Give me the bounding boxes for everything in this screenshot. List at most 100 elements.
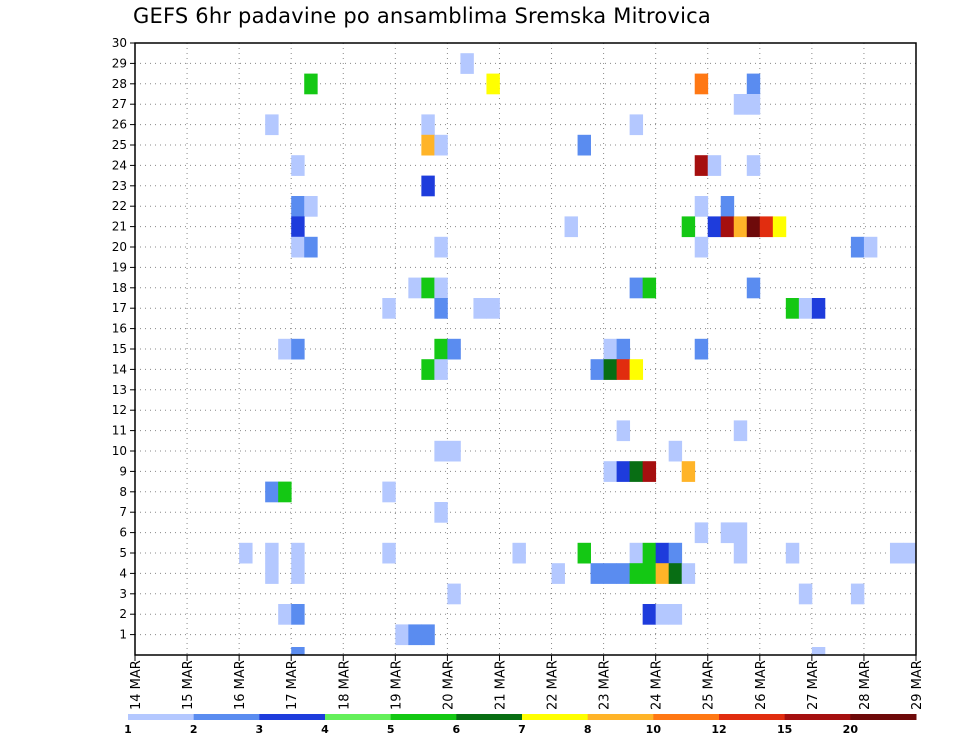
- colorbar-swatch: [390, 714, 457, 720]
- y-tick-label: 21: [112, 220, 127, 234]
- colorbar-tick-label: 7: [518, 723, 526, 736]
- heatmap-cell: [785, 542, 800, 564]
- y-tick-label: 1: [119, 628, 127, 642]
- heatmap-cell: [668, 563, 683, 584]
- heatmap-cell: [434, 236, 448, 258]
- colorbar-tick-label: 4: [321, 723, 329, 736]
- y-tick-label: 22: [112, 199, 127, 213]
- colorbar-tick-label: 12: [711, 723, 726, 736]
- heatmap-cell: [486, 298, 500, 319]
- colorbar-swatch: [522, 714, 589, 720]
- heatmap-cell: [629, 359, 644, 380]
- heatmap-cell: [655, 563, 670, 584]
- heatmap-cell: [759, 216, 774, 238]
- colorbar-swatch: [850, 714, 917, 720]
- y-tick-label: 13: [112, 383, 127, 397]
- heatmap-cell: [707, 216, 722, 238]
- heatmap-cell: [811, 647, 826, 656]
- heatmap-cell: [603, 338, 618, 360]
- heatmap-cell: [616, 563, 631, 584]
- heatmap-cell: [434, 440, 448, 462]
- heatmap-cell: [720, 522, 735, 544]
- heatmap-cell: [785, 298, 800, 319]
- heatmap-cell: [382, 542, 396, 564]
- heatmap-cell: [746, 73, 761, 95]
- heatmap-cell: [434, 277, 448, 299]
- heatmap-cell: [772, 216, 787, 238]
- x-tick-label: 18 MAR: [337, 660, 352, 710]
- y-tick-label: 26: [112, 118, 127, 132]
- colorbar-swatch: [128, 714, 195, 720]
- y-tick-label: 29: [112, 56, 127, 70]
- heatmap-cell: [694, 522, 709, 544]
- x-tick-label: 26 MAR: [754, 660, 769, 710]
- chart-title: GEFS 6hr padavine po ansamblima Sremska …: [133, 4, 711, 28]
- heatmap-cell: [720, 216, 735, 238]
- heatmap-cell: [291, 647, 305, 656]
- heatmap-cell: [889, 542, 904, 564]
- colorbar-legend: 1 2 3 4 5 6 7 8 10 12 15 20: [124, 714, 917, 736]
- heatmap-cell: [265, 114, 279, 136]
- colorbar-tick-label: 15: [777, 723, 792, 736]
- x-tick-label: 20 MAR: [441, 660, 456, 710]
- heatmap-cell: [278, 481, 292, 503]
- heatmap-cell: [382, 298, 396, 319]
- y-tick-label: 25: [112, 138, 127, 152]
- x-tick-label: 16 MAR: [233, 660, 248, 710]
- x-tick-label: 19 MAR: [389, 660, 404, 710]
- heatmap-cell: [616, 420, 631, 442]
- colorbar-swatch: [325, 714, 392, 720]
- heatmap-cell: [434, 502, 448, 523]
- heatmap-cell: [616, 338, 631, 360]
- colorbar-swatch: [259, 714, 326, 720]
- colorbar-tick-label: 6: [453, 723, 461, 736]
- colorbar-tick-label: 10: [646, 723, 662, 736]
- heatmap-cell: [434, 298, 448, 319]
- heatmap-cells: [239, 53, 917, 656]
- y-tick-label: 19: [112, 260, 127, 274]
- y-tick-label: 8: [119, 485, 127, 499]
- y-tick-label: 6: [119, 526, 127, 540]
- y-tick-label: 14: [112, 362, 127, 376]
- y-tick-label: 11: [112, 424, 127, 438]
- heatmap-cell: [590, 359, 604, 380]
- heatmap-cell: [512, 542, 526, 564]
- heatmap-cell: [850, 583, 865, 605]
- heatmap-cell: [408, 277, 422, 299]
- x-tick-label: 23 MAR: [598, 660, 613, 710]
- heatmap-cell: [460, 53, 474, 74]
- y-tick-label: 23: [112, 179, 127, 193]
- heatmap-cell: [746, 155, 761, 176]
- y-tick-label: 15: [112, 342, 127, 356]
- colorbar-tick-label: 8: [584, 723, 592, 736]
- x-tick-label: 14 MAR: [129, 660, 144, 710]
- colorbar-tick-label: 5: [387, 723, 395, 736]
- y-tick-label: 5: [119, 546, 127, 560]
- heatmap-cell: [239, 542, 253, 564]
- x-tick-label: 28 MAR: [858, 660, 873, 710]
- heatmap-cell: [642, 604, 657, 625]
- x-tick-label: 22 MAR: [546, 660, 561, 710]
- heatmap-cell: [603, 563, 618, 584]
- heatmap-cell: [863, 236, 878, 258]
- heatmap-cell: [434, 359, 448, 380]
- heatmap-cell: [902, 542, 917, 564]
- heatmap-cell: [642, 277, 657, 299]
- heatmap-cell: [629, 277, 644, 299]
- heatmap-cell: [304, 73, 318, 95]
- heatmap-cell: [577, 134, 591, 156]
- heatmap-cell: [421, 277, 435, 299]
- heatmap-cell: [707, 155, 722, 176]
- colorbar-swatch: [719, 714, 786, 720]
- heatmap-cell: [421, 175, 435, 197]
- heatmap-cell: [278, 604, 292, 625]
- heatmap-cell: [642, 542, 657, 564]
- heatmap-cell: [291, 155, 305, 176]
- heatmap-cell: [694, 196, 709, 217]
- heatmap-cell: [694, 338, 709, 360]
- heatmap-cell: [291, 338, 305, 360]
- heatmap-cell: [733, 522, 748, 544]
- heatmap-cell: [733, 420, 748, 442]
- heatmap-cell: [746, 277, 761, 299]
